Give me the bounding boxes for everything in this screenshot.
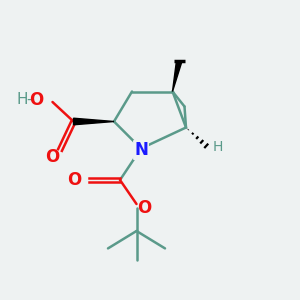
Polygon shape xyxy=(172,61,182,92)
Text: N: N xyxy=(134,141,148,159)
Text: -: - xyxy=(27,92,32,107)
Polygon shape xyxy=(74,118,114,125)
Text: O: O xyxy=(29,91,44,109)
Text: O: O xyxy=(137,199,151,217)
Text: O: O xyxy=(45,148,60,166)
Text: H: H xyxy=(213,140,223,154)
Text: H: H xyxy=(17,92,28,107)
Text: O: O xyxy=(67,171,82,189)
